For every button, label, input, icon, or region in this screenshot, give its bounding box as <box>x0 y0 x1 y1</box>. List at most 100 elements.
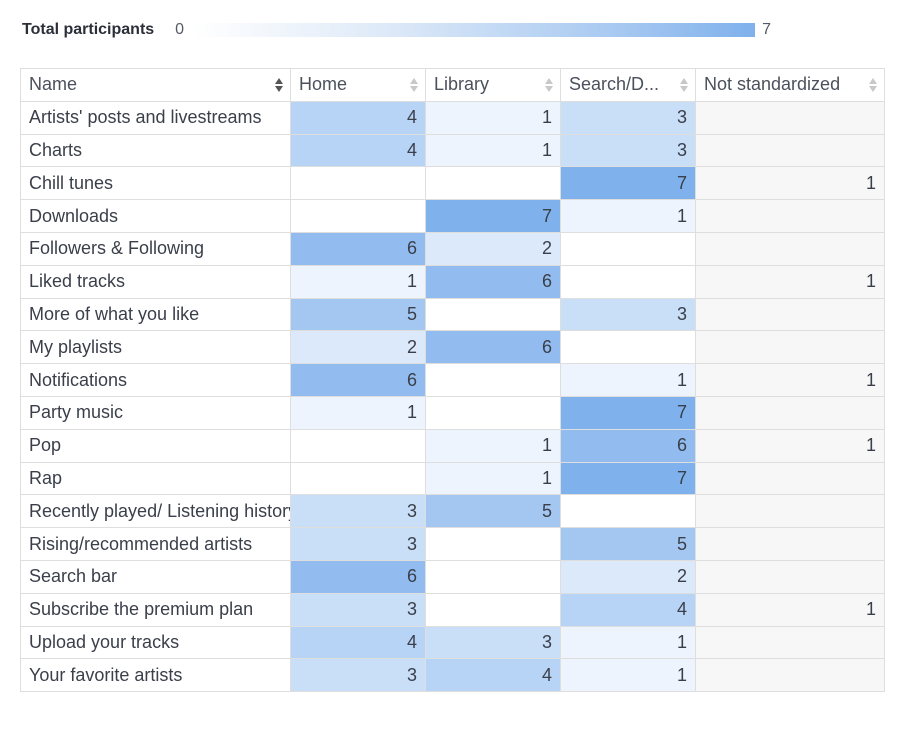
value-cell <box>695 494 885 529</box>
column-header-label: Home <box>299 74 348 95</box>
value-cell: 2 <box>290 330 426 365</box>
column-header-label: Name <box>29 74 78 95</box>
column-header-home[interactable]: Home <box>290 68 426 102</box>
value-cell: 7 <box>560 461 696 496</box>
row-name-cell: Artists' posts and livestreams <box>20 100 291 135</box>
row-name-cell: Liked tracks <box>20 264 291 299</box>
value-cell: 1 <box>560 363 696 397</box>
table-row: Artists' posts and livestreams 4 1 3 <box>20 100 885 135</box>
value-cell: 1 <box>560 199 696 233</box>
value-cell <box>695 133 885 168</box>
sort-icon[interactable] <box>680 77 688 92</box>
value-cell: 1 <box>425 100 561 135</box>
value-cell <box>425 166 561 201</box>
value-cell: 1 <box>695 592 885 627</box>
value-cell: 4 <box>290 133 426 168</box>
table-row: Your favorite artists 3 4 1 <box>20 658 885 693</box>
value-cell <box>560 494 696 529</box>
value-cell: 3 <box>290 592 426 627</box>
value-cell: 4 <box>425 658 561 693</box>
value-cell: 3 <box>560 297 696 332</box>
column-header-library[interactable]: Library <box>425 68 561 102</box>
value-cell <box>425 559 561 594</box>
column-header-not-standardized[interactable]: Not standardized <box>695 68 885 102</box>
legend-title: Total participants <box>22 21 155 38</box>
table-row: Followers & Following 6 2 <box>20 231 885 266</box>
value-cell: 6 <box>425 264 561 299</box>
value-cell: 1 <box>425 461 561 496</box>
value-cell: 7 <box>560 395 696 430</box>
header-row: Name Home Library Search/D... Not standa… <box>20 68 885 102</box>
value-cell <box>695 395 885 430</box>
table-row: Party music 1 7 <box>20 395 885 430</box>
value-cell: 3 <box>560 100 696 135</box>
value-cell: 6 <box>560 428 696 463</box>
row-name-cell: Party music <box>20 395 291 430</box>
value-cell <box>290 166 426 201</box>
table-row: My playlists 2 6 <box>20 330 885 365</box>
value-cell: 4 <box>560 592 696 627</box>
table-row: Rap 1 7 <box>20 461 885 496</box>
column-header-label: Not standardized <box>704 74 841 95</box>
value-cell <box>695 297 885 332</box>
table-row: More of what you like 5 3 <box>20 297 885 332</box>
column-header-label: Library <box>434 74 490 95</box>
value-cell <box>695 330 885 365</box>
value-cell: 1 <box>695 363 885 397</box>
value-cell: 4 <box>290 100 426 135</box>
table-row: Search bar 6 2 <box>20 559 885 594</box>
results-matrix: Name Home Library Search/D... Not standa… <box>20 68 885 693</box>
sort-icon[interactable] <box>545 77 553 92</box>
row-name-cell: Pop <box>20 428 291 463</box>
column-header-label: Search/D... <box>569 74 660 95</box>
value-cell: 7 <box>560 166 696 201</box>
value-cell <box>695 527 885 561</box>
value-cell: 1 <box>290 264 426 299</box>
value-cell: 5 <box>425 494 561 529</box>
value-cell: 6 <box>290 363 426 397</box>
table-row: Chill tunes 7 1 <box>20 166 885 201</box>
table-row: Pop 1 6 1 <box>20 428 885 463</box>
value-cell <box>695 231 885 266</box>
sort-icon[interactable] <box>410 77 418 92</box>
row-name-cell: Upload your tracks <box>20 625 291 660</box>
value-cell <box>560 264 696 299</box>
column-header-name[interactable]: Name <box>20 68 291 102</box>
value-cell: 5 <box>290 297 426 332</box>
value-cell: 1 <box>560 625 696 660</box>
value-cell <box>290 428 426 463</box>
row-name-cell: Subscribe the premium plan <box>20 592 291 627</box>
value-cell: 3 <box>290 658 426 693</box>
row-name-cell: More of what you like <box>20 297 291 332</box>
row-name-cell: Chill tunes <box>20 166 291 201</box>
row-name-cell: Charts <box>20 133 291 168</box>
value-cell <box>425 363 561 397</box>
value-cell: 1 <box>425 133 561 168</box>
value-cell: 2 <box>560 559 696 594</box>
table-row: Downloads 7 1 <box>20 199 885 233</box>
value-cell: 1 <box>695 166 885 201</box>
value-cell <box>695 559 885 594</box>
value-cell: 5 <box>560 527 696 561</box>
value-cell <box>560 231 696 266</box>
value-cell <box>425 297 561 332</box>
value-cell <box>695 199 885 233</box>
sort-icon[interactable] <box>869 77 877 92</box>
sort-icon[interactable] <box>275 77 283 92</box>
value-cell: 4 <box>290 625 426 660</box>
row-name-cell: Search bar <box>20 559 291 594</box>
value-cell: 2 <box>425 231 561 266</box>
table-row: Charts 4 1 3 <box>20 133 885 168</box>
row-name-cell: Notifications <box>20 363 291 397</box>
column-header-search[interactable]: Search/D... <box>560 68 696 102</box>
table-row: Notifications 6 1 1 <box>20 363 885 397</box>
value-cell: 1 <box>290 395 426 430</box>
value-cell <box>425 395 561 430</box>
table-row: Rising/recommended artists 3 5 <box>20 527 885 561</box>
value-cell <box>290 461 426 496</box>
value-cell: 1 <box>560 658 696 693</box>
value-cell: 3 <box>290 527 426 561</box>
value-cell <box>695 461 885 496</box>
value-cell <box>695 658 885 693</box>
participants-legend: Total participants 0 7 <box>22 18 771 42</box>
